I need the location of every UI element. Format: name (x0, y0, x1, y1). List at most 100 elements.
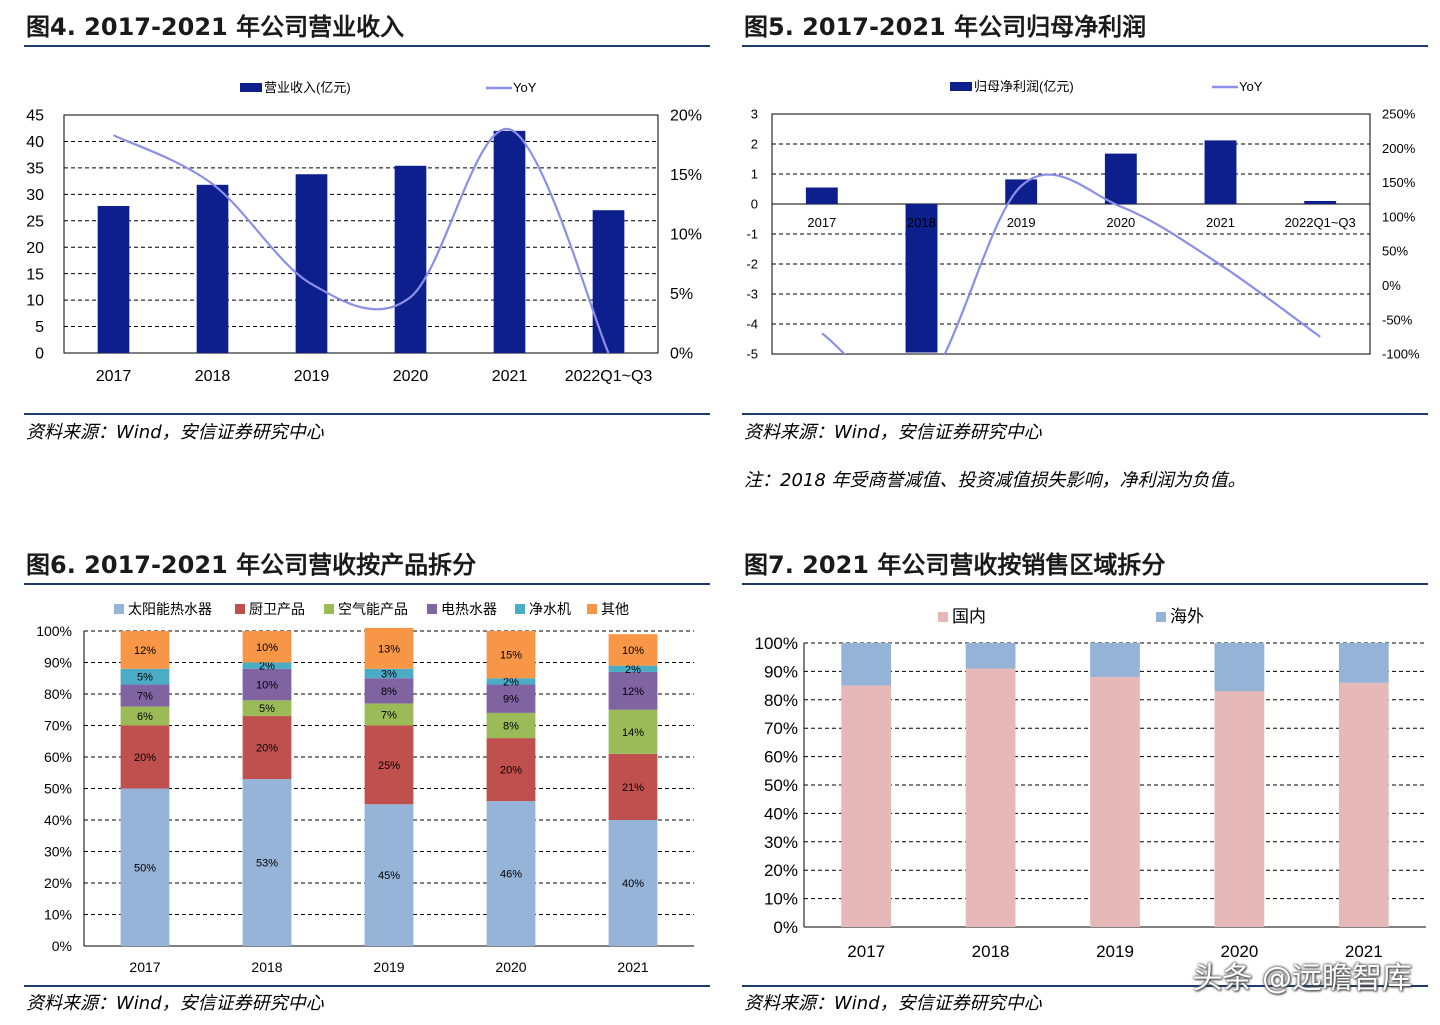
bar-segment-2018 (242, 779, 292, 946)
data-label: 13% (378, 643, 400, 655)
y-tick-label: 10% (764, 890, 798, 909)
data-label: 12% (622, 686, 644, 698)
y-tick-label: 50% (764, 776, 798, 795)
x-category-label: 2021 (492, 368, 528, 385)
y-tick-label: 0% (773, 918, 798, 937)
data-label: 5% (259, 703, 275, 715)
x-category-label: 2019 (294, 368, 330, 385)
y-tick-label: 90% (44, 654, 72, 670)
x-category-label: 2020 (1106, 215, 1135, 230)
y-tick-label: 20% (44, 875, 72, 891)
data-label: 7% (137, 691, 153, 703)
bar-2017 (805, 187, 838, 204)
y-tick-label: 60% (764, 748, 798, 767)
fig7-title: 图7. 2021 年公司营收按销售区域拆分 (744, 551, 1166, 579)
legend-label: 空气能产品 (338, 601, 408, 617)
y-tick-label: 40% (44, 812, 72, 828)
x-category-label: 2018 (907, 215, 936, 230)
bar-segment-2019 (1090, 643, 1140, 678)
legend-label: 厨卫产品 (249, 601, 305, 617)
bar-segment-2020 (1214, 691, 1265, 927)
yoy-line (821, 173, 1321, 354)
y-left-tick-label: -5 (746, 347, 758, 362)
bar-segment-2020 (486, 738, 536, 802)
x-category-label: 2017 (96, 368, 132, 385)
bar-segment-2021 (608, 665, 658, 672)
data-label: 12% (134, 645, 156, 657)
y-left-tick-label: -2 (746, 257, 758, 272)
bar-segment-2019 (364, 804, 414, 946)
data-label: 3% (381, 669, 397, 681)
bar-segment-2021 (608, 634, 658, 666)
bar-2017 (97, 205, 130, 353)
legend-swatch (515, 604, 525, 614)
bar-segment-2020 (486, 712, 536, 739)
data-label: 2% (503, 676, 519, 688)
fig4-title-rule (24, 45, 710, 47)
data-label: 9% (503, 694, 519, 706)
y-tick-label: 100% (755, 634, 798, 653)
fig5-title-rule (742, 45, 1428, 47)
data-label: 10% (622, 645, 644, 657)
bar-segment-2018 (965, 668, 1016, 927)
y-right-tick-label: 0% (670, 346, 693, 363)
bar-segment-2020 (486, 684, 536, 713)
fig5-chart: -5 -4 -3 -2 -1 0 1 2 3 -100% -50% 0% 50% 100% 150% 200%… (746, 79, 1420, 362)
legend-bar-label: 归母净利润(亿元) (974, 79, 1074, 94)
legend-label: 太阳能热水器 (128, 601, 212, 617)
fig7-chart: 0% 10% 20% 30% 40% 50% 60% 70% 80% 90% 100% 2017 201… (755, 607, 1426, 961)
x-category-label: 2022Q1~Q3 (1285, 215, 1356, 230)
y-right-tick-label: -50% (1382, 312, 1413, 327)
watermark: 头条 @远瞻智库 (1192, 961, 1412, 996)
x-category-label: 2017 (129, 959, 160, 975)
bar-segment-2021 (608, 671, 658, 710)
y-tick-label: 50% (44, 780, 72, 796)
y-left-tick-label: 0 (751, 197, 758, 212)
bar-2021 (1204, 140, 1237, 204)
bar-segment-2021 (608, 709, 658, 754)
bar-2018 (905, 204, 938, 353)
data-label: 40% (622, 878, 644, 890)
x-category-label: 2017 (807, 215, 836, 230)
legend-swatch (938, 612, 948, 622)
y-tick-label: 100% (36, 623, 72, 639)
fig5-note: 注：2018 年受商誉减值、投资减值损失影响，净利润为负值。 (744, 470, 1246, 491)
bar-segment-2021 (608, 820, 658, 946)
y-left-tick-label: 15 (26, 266, 44, 283)
bar-segment-2017 (841, 643, 892, 686)
bar-segment-2018 (242, 631, 292, 663)
bar-2020 (394, 165, 427, 353)
data-label: 6% (137, 711, 153, 723)
bar-segment-2017 (120, 668, 170, 685)
y-right-tick-label: 100% (1382, 209, 1416, 224)
data-label: 15% (500, 650, 522, 662)
fig4-chart: 0 5 10 15 20 25 30 35 40 45 0% 5% 10% 15% 20% 2017 2018 2… (26, 80, 702, 385)
y-tick-label: 30% (44, 843, 72, 859)
bar-2020 (1104, 153, 1137, 204)
legend-label: 其他 (601, 601, 629, 617)
fig4-source: 资料来源：Wind，安信证券研究中心 (26, 422, 324, 443)
y-right-tick-label: 250% (1382, 107, 1416, 122)
bar-segment-2019 (364, 678, 414, 704)
y-tick-label: 70% (44, 717, 72, 733)
fig4-bottom-rule (24, 413, 710, 415)
legend-label: 海外 (1170, 607, 1204, 626)
bar-segment-2017 (120, 725, 170, 789)
bar-segment-2017 (841, 685, 892, 927)
bar-segment-2021 (1338, 682, 1389, 927)
data-label: 7% (381, 709, 397, 721)
fig4-title: 图4. 2017-2021 年公司营业收入 (26, 13, 405, 41)
bar-segment-2019 (364, 627, 414, 669)
yoy-line (113, 128, 610, 353)
legend-bar-swatch (950, 82, 972, 91)
y-left-tick-label: 25 (26, 213, 44, 230)
y-right-tick-label: 15% (670, 167, 702, 184)
data-label: 50% (134, 862, 156, 874)
y-right-tick-label: 10% (670, 227, 702, 244)
bar-segment-2019 (364, 725, 414, 805)
bar-2022Q1~Q3 (1304, 201, 1337, 204)
legend-line-label: YoY (1239, 79, 1263, 94)
y-left-tick-label: 5 (35, 319, 44, 336)
legend-line-label: YoY (513, 80, 537, 95)
bar-segment-2017 (120, 788, 170, 946)
